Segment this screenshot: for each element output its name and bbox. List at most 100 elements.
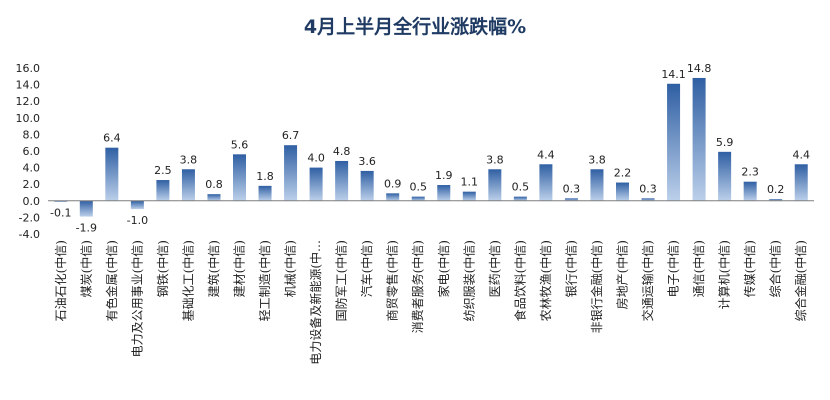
x-tick-label: 基础化工(中信) (180, 240, 195, 321)
data-label: 2.5 (154, 164, 172, 177)
y-tick-label: 6.0 (23, 145, 41, 158)
data-label: 2.2 (614, 167, 632, 180)
x-tick-label: 国防军工(中信) (334, 240, 349, 321)
x-tick-label: 计算机(中信) (717, 240, 732, 309)
x-tick-label: 商贸零售(中信) (385, 240, 400, 321)
data-label: -1.0 (127, 214, 148, 227)
data-labels: -0.1 -1.9 6.4 -1.0 2.5 3.8 0.8 5.6 1.8 6.7 4.0 4.8 3… (50, 62, 810, 235)
data-label: -0.1 (50, 207, 71, 220)
bar (54, 200, 68, 202)
x-tick-label: 传媒(中信) (742, 240, 757, 297)
bar (156, 180, 170, 201)
x-tick-label: 建筑(中信) (206, 240, 221, 297)
y-tick-label: -2.0 (19, 211, 40, 224)
x-tick-label: 综合(中信) (768, 240, 783, 297)
data-label: 6.4 (103, 132, 121, 145)
bar (335, 160, 349, 201)
data-label: 4.0 (307, 152, 325, 165)
x-tick-label: 轻工制造(中信) (257, 240, 272, 321)
x-tick-label: 建材(中信) (232, 240, 247, 297)
data-label: 4.4 (792, 148, 810, 161)
bar (411, 196, 425, 201)
bar (360, 170, 374, 201)
y-tick-label: 12.0 (16, 95, 41, 108)
bar (130, 200, 144, 210)
y-tick-label: 2.0 (23, 178, 41, 191)
x-tick-label: 电力及公用事业(中信) (129, 240, 144, 357)
data-label: 3.8 (180, 153, 198, 166)
data-label: 5.6 (231, 138, 249, 151)
y-axis: 16.0 14.0 12.0 10.0 8.0 6.0 4.0 2.0 0.0 -2.0 -4.0 (16, 62, 41, 241)
bar (692, 77, 706, 201)
data-label: 4.8 (333, 145, 351, 158)
bar-series (54, 77, 808, 217)
x-tick-label: 纺织服装(中信) (461, 240, 476, 321)
x-tick-label: 综合金融(中信) (793, 240, 808, 321)
data-label: 4.4 (537, 148, 555, 161)
y-tick-label: 14.0 (16, 79, 41, 92)
data-label: 0.3 (563, 182, 581, 195)
x-tick-label: 银行(中信) (563, 240, 578, 297)
x-tick-label: 家电(中信) (436, 240, 451, 297)
data-label: 0.9 (384, 177, 402, 190)
bar (488, 169, 502, 201)
x-tick-label: 食品饮料(中信) (512, 240, 527, 321)
x-tick-label: 房地产(中信) (615, 240, 630, 309)
data-label: 1.1 (461, 176, 479, 189)
y-tick-label: 16.0 (16, 62, 41, 75)
bar (641, 198, 655, 201)
y-tick-label: 0.0 (23, 195, 41, 208)
bar (462, 191, 476, 201)
y-tick-label: 4.0 (23, 162, 41, 175)
data-label: 0.2 (767, 183, 785, 196)
bar (181, 169, 195, 201)
x-tick-label: 农林牧渔(中信) (538, 240, 553, 321)
bar (309, 167, 323, 201)
y-tick-label: -4.0 (19, 228, 40, 241)
x-tick-label: 通信(中信) (691, 240, 706, 297)
bar (437, 185, 451, 201)
bar (284, 145, 298, 201)
data-label: 14.8 (687, 62, 712, 75)
x-axis: 石油石化(中信) 煤炭(中信) 有色金属(中信) 电力及公用事业(中信) 钢铁(中信) 基… (48, 200, 814, 365)
data-label: 0.5 (409, 181, 427, 194)
bar (794, 164, 808, 201)
data-label: 1.8 (256, 170, 274, 183)
x-tick-label: 石油石化(中信) (53, 240, 68, 321)
y-tick-label: 8.0 (23, 128, 41, 141)
chart-title: 4月上半月全行业涨跌幅% (303, 16, 527, 38)
data-label: 0.5 (512, 181, 530, 194)
bar (539, 164, 553, 201)
x-tick-label: 电子(中信) (666, 240, 681, 297)
x-tick-label: 煤炭(中信) (78, 240, 93, 297)
x-tick-label: 非银行金融(中信) (589, 240, 604, 333)
bar (616, 182, 629, 201)
bar (513, 196, 527, 201)
bar (386, 193, 400, 201)
data-label: 6.7 (282, 129, 300, 142)
bar (564, 198, 578, 201)
x-tick-label: 汽车(中信) (359, 240, 374, 297)
y-tick-label: 10.0 (16, 112, 41, 125)
data-label: 5.9 (716, 136, 734, 149)
bar (667, 83, 681, 201)
data-label: 0.8 (205, 178, 223, 191)
data-label: 2.3 (741, 166, 759, 179)
data-label: 14.1 (661, 68, 686, 81)
bar (590, 169, 604, 201)
data-label: 1.9 (435, 169, 453, 182)
bar (79, 200, 93, 217)
bar (207, 194, 221, 201)
data-label: 0.3 (639, 182, 657, 195)
bar (718, 151, 732, 201)
bar (105, 147, 119, 201)
bar (769, 199, 783, 201)
data-label: 3.6 (358, 155, 376, 168)
bar (258, 185, 272, 201)
x-tick-label: 钢铁(中信) (155, 240, 170, 297)
data-label: 3.8 (588, 153, 606, 166)
data-label: 3.8 (486, 153, 504, 166)
x-tick-label: 消费者服务(中信) (410, 240, 425, 333)
data-label: -1.9 (76, 222, 97, 235)
